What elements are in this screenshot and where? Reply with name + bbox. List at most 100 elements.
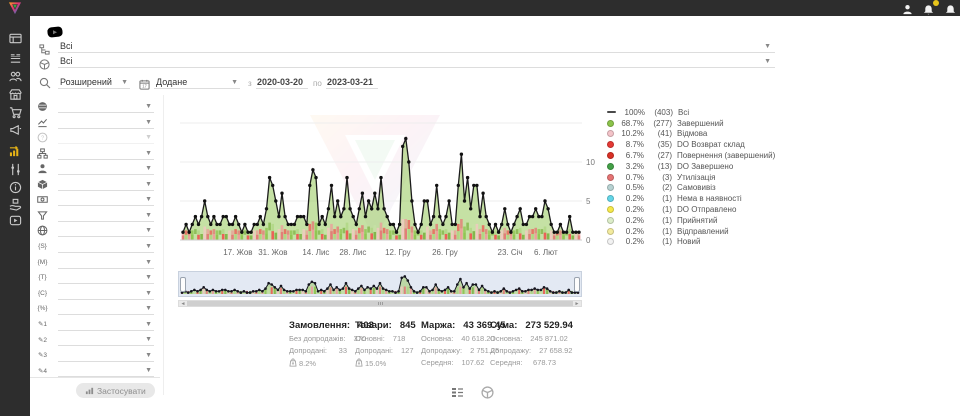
- main-chart[interactable]: [180, 98, 582, 248]
- scrollbar-thumb[interactable]: [187, 301, 573, 306]
- filter-select-17[interactable]: ▼: [58, 349, 154, 362]
- legend-item[interactable]: 8.7%(35)DO Возврат склад: [607, 139, 775, 150]
- legend-percent: 10.2%: [618, 129, 644, 138]
- navigator-right-handle[interactable]: [574, 277, 580, 292]
- chart-range-navigator[interactable]: [178, 271, 582, 297]
- legend-item[interactable]: 0.2%(1)Прийнятий: [607, 215, 775, 226]
- chart-point: [212, 215, 215, 218]
- legend-percent: 100%: [619, 108, 645, 117]
- legend-item[interactable]: 3.2%(13)DO Завершено: [607, 161, 775, 172]
- legend-item[interactable]: 0.2%(1)DO Отправлено: [607, 204, 775, 215]
- apply-button[interactable]: Застосувати: [76, 383, 155, 398]
- chart-point: [364, 215, 367, 218]
- legend-item[interactable]: 68.7%(277)Завершений: [607, 118, 775, 129]
- chart-point: [410, 199, 413, 202]
- sidebar-item-settings[interactable]: [7, 161, 23, 177]
- filter-select-5[interactable]: ▼: [58, 162, 154, 175]
- filter-select-8[interactable]: ▼: [58, 209, 154, 222]
- legend-count: (1): [648, 194, 672, 203]
- brand-logo-icon[interactable]: [5, 1, 25, 15]
- search-icon[interactable]: [39, 76, 51, 94]
- chart-point: [457, 184, 460, 187]
- filter-select-15[interactable]: ▼: [58, 318, 154, 331]
- filter-select-10[interactable]: ▼: [58, 240, 154, 253]
- filter-row-8: ▼: [36, 209, 160, 223]
- chart-point: [546, 207, 549, 210]
- filter-select-7[interactable]: ▼: [58, 193, 154, 206]
- legend-item[interactable]: 0.2%(1)Новий: [607, 237, 775, 248]
- chart-point: [225, 215, 228, 218]
- legend-swatch: [607, 130, 614, 137]
- filter-select-9[interactable]: ▼: [58, 224, 154, 237]
- chart-point: [197, 223, 200, 226]
- sidebar-item-delivery[interactable]: [7, 196, 23, 212]
- stat-title-row: Товари:845: [355, 320, 395, 331]
- filter-select-6[interactable]: ▼: [58, 178, 154, 191]
- globe-dark-icon: [36, 100, 49, 113]
- filter-select-16[interactable]: ▼: [58, 333, 154, 346]
- chart-point: [265, 207, 268, 210]
- sidebar-item-orders-list[interactable]: [7, 50, 23, 66]
- filter-select-12[interactable]: ▼: [58, 271, 154, 284]
- legend-count: (1): [648, 237, 672, 246]
- legend-item[interactable]: 100%(403)Всі: [607, 107, 775, 118]
- legend-item[interactable]: 10.2%(41)Відмова: [607, 129, 775, 140]
- legend-item[interactable]: 6.7%(27)Повернення (завершений): [607, 150, 775, 161]
- chart-point: [181, 231, 184, 234]
- legend-item[interactable]: 0.2%(1)Відправлений: [607, 226, 775, 237]
- horizontal-scrollbar[interactable]: ◄ ►: [178, 300, 582, 307]
- legend-item[interactable]: 0.7%(3)Утилізація: [607, 172, 775, 183]
- filter-select-2[interactable]: ▼: [58, 116, 154, 129]
- filter-select-4[interactable]: ▼: [58, 147, 154, 160]
- filter-select-14[interactable]: ▼: [58, 302, 154, 315]
- brace-t-icon: {T}: [36, 271, 49, 284]
- filter-select-13[interactable]: ▼: [58, 287, 154, 300]
- chart-point: [413, 223, 416, 226]
- sidebar-item-statistics[interactable]: [7, 143, 23, 159]
- date-field-select[interactable]: Додане ▼: [154, 76, 240, 89]
- chart-point: [184, 223, 187, 226]
- filter-select-11[interactable]: ▼: [58, 256, 154, 269]
- date-to-input[interactable]: 2023-03-21: [326, 76, 378, 89]
- sidebar-item-users[interactable]: [7, 68, 23, 84]
- scroll-left-arrow[interactable]: ◄: [179, 301, 187, 306]
- sidebar-item-store[interactable]: [7, 86, 23, 102]
- package-view-icon[interactable]: [481, 386, 494, 399]
- legend-count: (2): [648, 183, 672, 192]
- sidebar-item-info[interactable]: [7, 179, 23, 195]
- status-filter-select[interactable]: Всі ▼: [58, 40, 775, 53]
- legend-item[interactable]: 0.2%(1)Нема в наявності: [607, 193, 775, 204]
- navigator-mini-chart: [179, 273, 581, 297]
- sidebar-item-video[interactable]: [7, 212, 23, 228]
- chart-point: [420, 223, 423, 226]
- sidebar-item-announcements[interactable]: [7, 121, 23, 137]
- y-axis-tick-label: 10: [586, 158, 595, 167]
- y-axis-tick-label: 0: [586, 236, 590, 245]
- stat-title-row: Сума:273 529.94: [490, 320, 556, 331]
- sidebar-item-cart[interactable]: [7, 104, 23, 120]
- chart-point: [469, 207, 472, 210]
- legend-percent: 0.2%: [618, 216, 644, 225]
- bell-alt-icon[interactable]: [945, 2, 959, 14]
- navigator-left-handle[interactable]: [180, 277, 186, 292]
- filter-select-18[interactable]: ▼: [58, 364, 154, 377]
- filter-row-7: ▼: [36, 193, 160, 207]
- tag-icon[interactable]: [46, 25, 64, 39]
- bell-icon[interactable]: [923, 2, 937, 14]
- sidebar-item-dashboard[interactable]: [7, 30, 23, 46]
- legend-swatch: [607, 184, 614, 191]
- chart-point: [277, 215, 280, 218]
- date-from-input[interactable]: 2020-03-20: [256, 76, 308, 89]
- legend-item[interactable]: 0.5%(2)Самовивіз: [607, 183, 775, 194]
- product-filter-select[interactable]: Всі ▼: [58, 55, 775, 68]
- chart-point: [550, 223, 553, 226]
- chevron-down-icon: ▼: [145, 259, 152, 266]
- chart-point: [287, 223, 290, 226]
- chart-point: [553, 231, 556, 234]
- filter-select-1[interactable]: ▼: [58, 100, 154, 113]
- chart-point: [488, 223, 491, 226]
- user-icon[interactable]: [902, 2, 916, 14]
- scroll-right-arrow[interactable]: ►: [573, 301, 581, 306]
- search-mode-select[interactable]: Розширений ▼: [58, 76, 130, 89]
- list-view-icon[interactable]: [451, 386, 464, 399]
